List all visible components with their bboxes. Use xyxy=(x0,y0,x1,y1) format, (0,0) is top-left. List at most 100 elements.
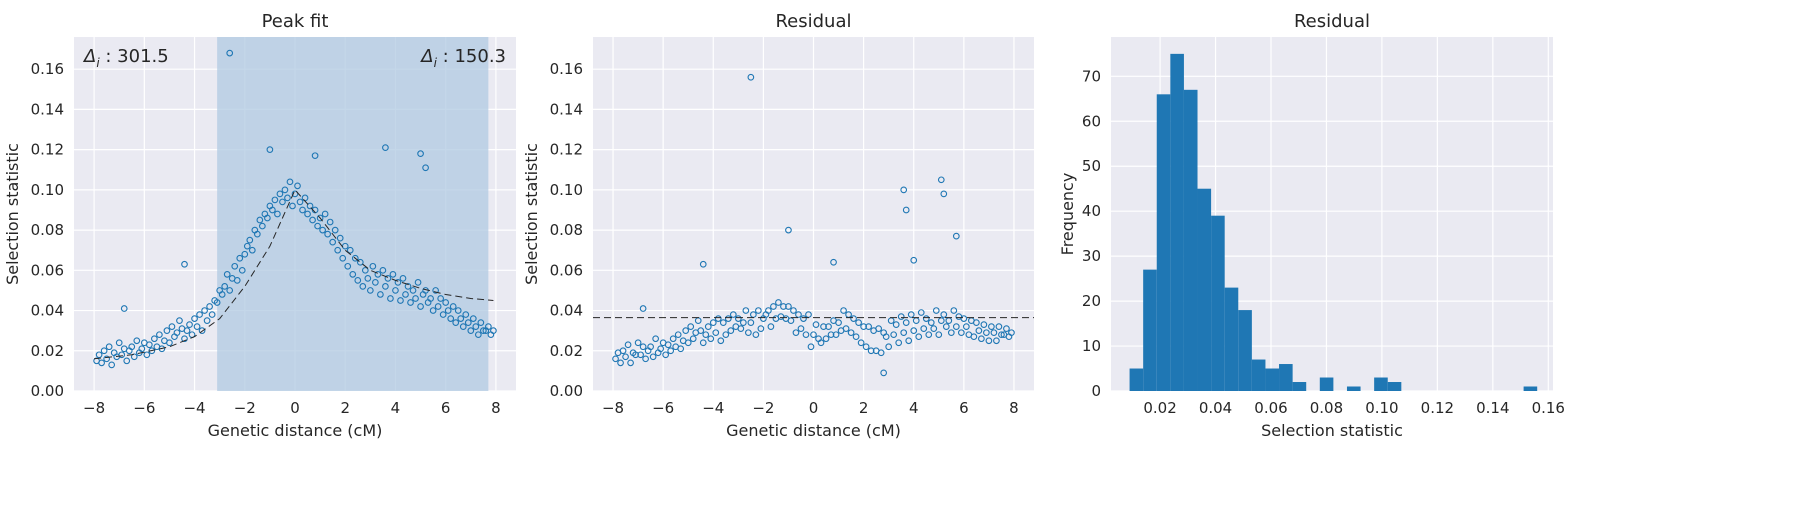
scatter-point xyxy=(316,214,324,222)
scatter-point xyxy=(344,262,352,270)
scatter-point xyxy=(354,277,362,284)
y-tick-label: 0.00 xyxy=(550,382,583,400)
scatter-point xyxy=(166,339,173,347)
scatter-point xyxy=(775,299,782,306)
delta-value: : 150.3 xyxy=(437,46,506,67)
scatter-point xyxy=(369,262,377,270)
scatter-point xyxy=(745,329,752,337)
scatter-point xyxy=(98,359,105,367)
scatter-point xyxy=(684,339,692,347)
scatter-point xyxy=(356,258,364,266)
scatter-point xyxy=(910,327,918,335)
scatter-point xyxy=(752,331,760,339)
scatter-point xyxy=(334,246,342,254)
scatter-point xyxy=(464,319,472,326)
scatter-point xyxy=(296,198,304,206)
y-tick-label: 0.04 xyxy=(550,302,583,320)
scatter-point xyxy=(259,222,266,230)
x-tick-label: −2 xyxy=(234,399,256,417)
scatter-point xyxy=(632,351,639,359)
histogram-bar xyxy=(1292,382,1307,391)
scatter-point xyxy=(324,230,331,238)
scatter-point xyxy=(682,327,690,335)
y-tick-label: 30 xyxy=(1082,247,1101,265)
x-tick-label: 4 xyxy=(391,399,401,417)
scatter-point xyxy=(983,329,990,337)
histogram-bar xyxy=(1238,310,1252,391)
residual-scatter-panel: −8 −6 −4 −2 0 2 4 6 8 0.00 0.02 0.04 0.06 0.08 0.10 0.1… xyxy=(522,11,1034,440)
scatter-point xyxy=(993,337,1000,345)
scatter-point xyxy=(314,222,321,230)
scatter-point xyxy=(998,331,1005,339)
scatter-point xyxy=(485,323,492,330)
scatter-point xyxy=(181,335,188,343)
scatter-point xyxy=(427,295,434,302)
annotations: Δi : 301.5 Δi : 150.3 xyxy=(82,46,506,70)
y-tick-label: 0.10 xyxy=(550,181,583,199)
scatter-point xyxy=(885,343,893,351)
scatter-point xyxy=(382,144,389,151)
scatter-point xyxy=(168,323,176,330)
delta-value: : 301.5 xyxy=(100,46,169,67)
highlight-span xyxy=(217,37,489,391)
scatter-point xyxy=(952,232,960,240)
scatter-point xyxy=(669,335,677,343)
scatter-point xyxy=(742,307,750,314)
scatter-point xyxy=(820,323,827,330)
x-tick-label: −4 xyxy=(183,399,205,417)
x-tick-label: 0.14 xyxy=(1476,399,1509,417)
y-tick-label: 0.14 xyxy=(550,100,583,118)
scatter-point xyxy=(256,216,264,224)
scatter-point xyxy=(339,254,347,262)
scatter-point xyxy=(238,266,246,274)
scatter-point xyxy=(394,279,402,286)
scatter-point xyxy=(627,359,634,367)
scatter-point xyxy=(825,323,832,330)
scatter-point xyxy=(241,250,249,258)
fit-line-layer xyxy=(94,188,494,360)
scatter-point xyxy=(422,164,429,172)
scatter-point xyxy=(377,291,384,298)
residual-histogram-panel: 0.02 0.04 0.06 0.08 0.10 0.12 0.14 0.16 0 10 20 30 4… xyxy=(1058,11,1565,440)
scatter-point xyxy=(930,325,938,332)
scatter-point xyxy=(304,210,311,218)
scatter-point xyxy=(366,287,374,294)
scatter-point xyxy=(359,283,367,290)
scatter-point xyxy=(407,299,414,306)
tick-labels: 0.02 0.04 0.06 0.08 0.10 0.12 0.14 0.16 0 10 20 30 4… xyxy=(1082,67,1565,417)
panel-title: Peak fit xyxy=(262,11,329,32)
x-tick-label: 2 xyxy=(340,399,350,417)
delta-annotation: Δi : 150.3 xyxy=(419,46,506,70)
scatter-point xyxy=(449,303,457,310)
scatter-point xyxy=(447,315,455,322)
histogram-bar xyxy=(1143,269,1157,391)
scatter-point xyxy=(218,291,226,298)
scatter-point xyxy=(664,341,672,349)
x-tick-label: 2 xyxy=(859,399,869,417)
scatter-point xyxy=(246,236,254,244)
scatter-point xyxy=(757,325,765,332)
x-tick-label: −8 xyxy=(602,399,624,417)
scatter-point xyxy=(960,315,968,322)
scatter-point xyxy=(634,339,642,347)
scatter-point xyxy=(802,331,810,339)
scatter-points xyxy=(93,49,497,369)
histogram-bars xyxy=(1129,53,1538,392)
scatter-point xyxy=(702,331,710,339)
scatter-point xyxy=(404,283,412,290)
scatter-point xyxy=(444,307,452,314)
scatter-point xyxy=(309,216,316,224)
scatter-point xyxy=(687,323,695,330)
x-tick-label: −6 xyxy=(652,399,674,417)
x-tick-label: 0.04 xyxy=(1199,399,1232,417)
scatter-point xyxy=(857,339,865,347)
scatter-point xyxy=(143,351,151,359)
delta-annotation: Δi : 301.5 xyxy=(82,46,169,70)
scatter-point xyxy=(291,190,299,198)
x-tick-label: 0.02 xyxy=(1143,399,1176,417)
scatter-point xyxy=(349,270,357,278)
scatter-point xyxy=(336,234,344,242)
scatter-point xyxy=(457,315,465,322)
scatter-point xyxy=(472,323,480,330)
x-tick-label: 6 xyxy=(441,399,451,417)
